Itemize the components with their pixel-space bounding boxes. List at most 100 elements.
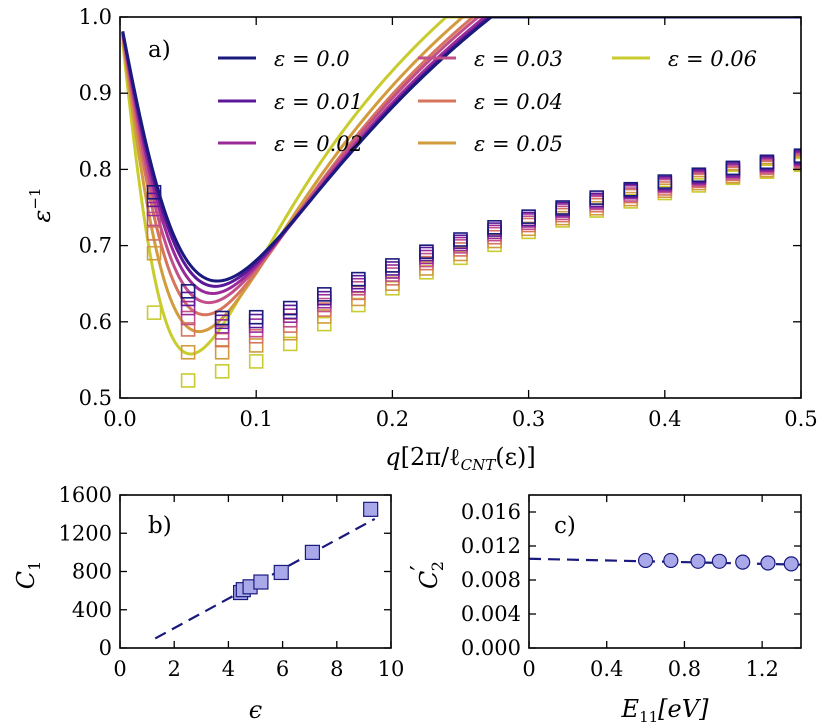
x-tick-label: 6 (276, 657, 289, 681)
series-marker (180, 300, 196, 316)
x-tick-label: 10 (378, 657, 405, 681)
series-marker (759, 154, 775, 170)
x-axis-label-part: q (385, 443, 400, 471)
series-marker (214, 344, 230, 360)
y-axis-label: C′2 (406, 561, 447, 589)
y-tick-label: 0.9 (79, 81, 112, 105)
x-tick-label: 0.1 (239, 407, 272, 431)
series-marker (623, 181, 639, 197)
data-point (690, 553, 706, 569)
x-axis-label-part: (ε)] (495, 443, 536, 471)
y-tick-label: 0.5 (79, 386, 112, 410)
y-tick-label: 400 (72, 598, 112, 622)
series-marker (282, 318, 298, 333)
series-line (121, 17, 801, 305)
series-marker (282, 312, 298, 328)
legend-item: ε = 0.05 (418, 132, 563, 156)
series-marker (351, 271, 366, 287)
x-tick-label: 0.0 (103, 407, 136, 431)
legend-item: ε = 0.01 (218, 90, 363, 114)
plot-frame (528, 494, 802, 649)
y-tick-label: 0.016 (461, 500, 521, 524)
series-marker (453, 246, 468, 262)
x-axis-label-sub: 11 (639, 708, 658, 724)
panel-b: 0 2 4 6 8 10 0 400 800 1200 1600 b) ϵ C1 (12, 483, 404, 724)
series-eps_0.0 (121, 17, 801, 326)
x-axis-label-sub: CNT (461, 456, 497, 474)
series-marker (180, 322, 196, 337)
x-axis-label-part: [eV] (658, 695, 709, 723)
series-eps_0.06 (121, 17, 801, 388)
data-point (783, 556, 799, 572)
x-tick-label: 0.3 (512, 407, 545, 431)
x-axis-label: ϵ (249, 696, 262, 724)
series-line (121, 17, 801, 283)
series-marker (555, 200, 570, 215)
series-marker (180, 291, 196, 307)
series-marker (146, 305, 162, 320)
legend-item: ε = 0.02 (218, 132, 363, 156)
legend-label: ε = 0.01 (274, 90, 363, 114)
series-marker (180, 344, 196, 360)
series-marker (691, 167, 707, 183)
y-tick-label: 0 (99, 636, 112, 660)
legend-label: ε = 0.05 (474, 132, 563, 156)
legend-label: ε = 0.04 (474, 90, 563, 114)
series-marker (146, 226, 162, 241)
x-tick-label: 0.5 (784, 407, 817, 431)
series-marker (589, 190, 605, 205)
y-axis-label-base: C (415, 571, 443, 589)
series-marker (214, 310, 230, 326)
series-marker (487, 229, 502, 245)
x-tick-label: 0 (113, 657, 126, 681)
series-marker (725, 160, 741, 176)
legend-label: ε = 0.0 (274, 47, 350, 71)
y-tick-label: 0.6 (79, 310, 112, 334)
data-point (663, 552, 679, 569)
y-axis-label-sub: 2 (428, 561, 447, 571)
panel-label: b) (148, 513, 172, 539)
legend-label: ε = 0.03 (474, 47, 563, 71)
x-axis-label: q[2π/ℓCNT(ε)] (385, 443, 536, 474)
y-tick-label: 0.7 (79, 234, 112, 258)
series-marker (214, 332, 230, 348)
series-marker (385, 276, 400, 292)
panel-a: 0.0 0.1 0.2 0.3 0.4 0.5 0.5 0.6 0.7 0.8 0.9 1.0 a) ε … (26, 5, 818, 474)
series-marker (146, 245, 162, 261)
series-marker (419, 244, 434, 259)
series-marker (248, 309, 264, 325)
panel-label: a) (148, 37, 171, 63)
y-tick-label: 0.012 (461, 534, 521, 558)
legend-item: ε = 0.06 (612, 47, 757, 71)
x-tick-label: 1.2 (745, 657, 778, 681)
legend-label: ε = 0.02 (274, 132, 363, 156)
x-tick-label: 0.4 (648, 407, 681, 431)
y-tick-label: 1.0 (79, 5, 112, 29)
x-axis-label: E11[eV] (621, 695, 710, 724)
legend-label: ε = 0.06 (668, 47, 757, 71)
data-point (363, 501, 379, 517)
y-axis-label: ε−1 (26, 187, 56, 222)
series-marker (282, 304, 298, 320)
series-marker (248, 313, 264, 329)
series-marker (282, 300, 298, 316)
data-point (735, 554, 751, 570)
y-axis-label-base: ε (28, 210, 56, 223)
x-tick-label: 2 (168, 657, 181, 681)
series-marker (180, 310, 196, 326)
data-point (760, 555, 776, 571)
x-tick-label: 0.4 (590, 657, 623, 681)
y-axis-label-sub: 1 (25, 561, 44, 571)
series-marker (214, 364, 230, 379)
series-marker (180, 284, 196, 299)
legend: ε = 0.0 ε = 0.01 ε = 0.02 ε = 0.03 ε = 0.04 ε… (218, 47, 757, 156)
series-line (121, 17, 801, 295)
series-marker (248, 338, 264, 353)
series-marker (657, 174, 673, 189)
y-tick-label: 800 (72, 560, 112, 584)
data-point (637, 552, 654, 569)
y-axis-label-base: C (12, 571, 40, 589)
x-axis-label-base: E (621, 695, 640, 723)
y-axis-label-sup: −1 (26, 187, 44, 209)
